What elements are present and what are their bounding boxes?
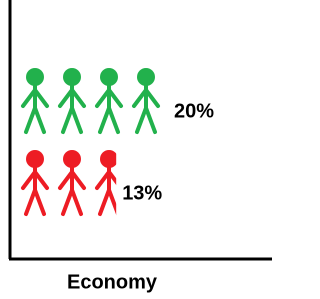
figure-head [100, 68, 118, 86]
figure-head [26, 68, 44, 86]
figure-body [97, 168, 121, 214]
figure-head [100, 150, 118, 168]
figure-head [26, 150, 44, 168]
figure-head [63, 150, 81, 168]
figure-head [137, 68, 155, 86]
figure-head [63, 68, 81, 86]
figure-body [60, 168, 84, 214]
pictogram-row [23, 68, 158, 132]
chart: Economy 20% 13% [0, 0, 272, 299]
pictogram-row [23, 150, 121, 214]
figure-body [23, 168, 47, 214]
value-label: 13% [122, 182, 162, 204]
figure-body [97, 86, 121, 132]
figure-body [23, 86, 47, 132]
figure-body [134, 86, 158, 132]
value-label: 20% [174, 100, 214, 122]
x-axis-label: Economy [67, 271, 158, 293]
figure-body [60, 86, 84, 132]
